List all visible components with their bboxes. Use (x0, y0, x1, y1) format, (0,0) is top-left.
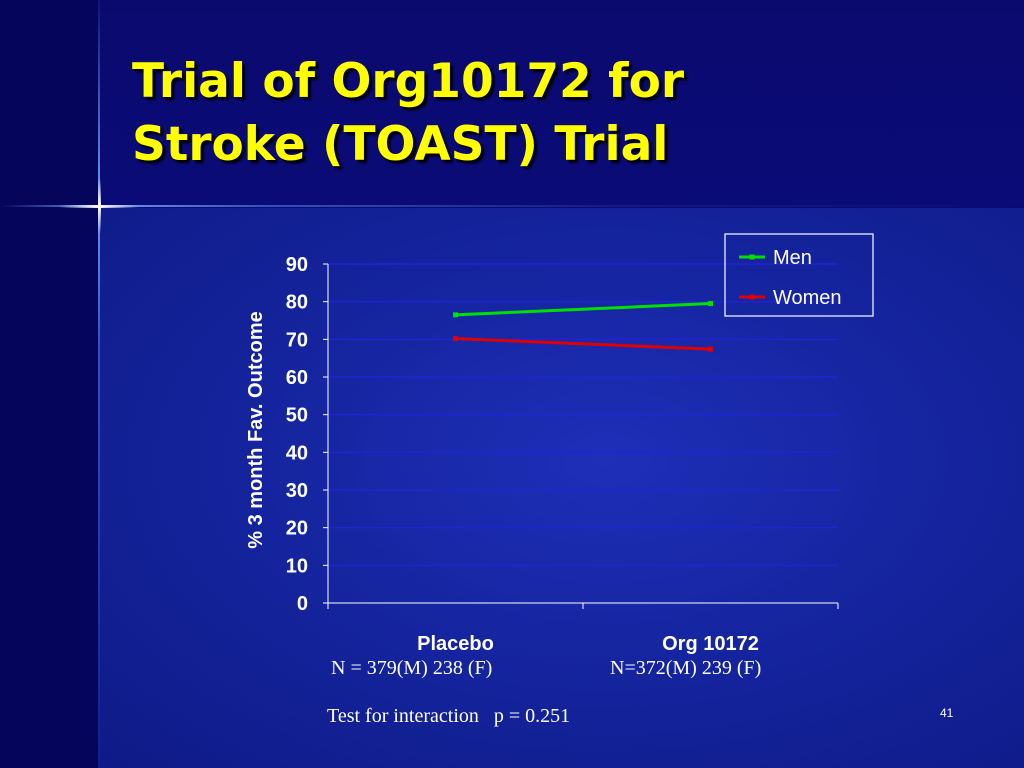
legend-label-women: Women (773, 287, 842, 309)
legend-label-men: Men (773, 247, 812, 269)
series-line-men (455, 302, 711, 317)
y-tick-label: 70 (286, 329, 308, 351)
data-point-women (708, 346, 713, 352)
title-line-1: Trial of Org10172 for (132, 54, 685, 109)
y-tick-label: 50 (286, 405, 308, 427)
axes (323, 263, 839, 609)
slide-title: Trial of Org10172 for Stroke (TOAST) Tri… (132, 50, 684, 176)
sample-size-org10172: N=372(M) 239 (F) (610, 657, 762, 679)
y-tick-label: 40 (286, 442, 308, 464)
y-tick-labels: 0 10 20 30 40 50 60 70 80 90 (286, 254, 308, 615)
series-lines (453, 301, 713, 352)
interaction-test-note: Test for interaction p = 0.251 (327, 705, 571, 727)
y-tick-label: 90 (286, 254, 308, 276)
legend-marker-men (749, 254, 755, 260)
y-axis-label: % 3 month Fav. Outcome (245, 311, 267, 548)
y-tick-label: 0 (297, 593, 308, 615)
title-line-2: Stroke (TOAST) Trial (132, 117, 669, 172)
y-tick-label: 80 (286, 292, 308, 314)
x-category-label: Placebo (417, 633, 494, 655)
sample-size-placebo: N = 379(M) 238 (F) (331, 657, 493, 679)
legend-marker-women (749, 294, 755, 300)
slide-number: 41 (940, 706, 954, 720)
legend-box (724, 233, 874, 317)
gridlines (328, 263, 838, 566)
y-tick-label: 30 (286, 480, 308, 502)
series-line-women (455, 337, 711, 351)
legend: Men Women (724, 233, 874, 317)
x-category-label: Org 10172 (662, 633, 759, 655)
data-point-men (708, 301, 713, 307)
x-category-labels: Placebo Org 10172 (417, 633, 759, 655)
left-band (0, 0, 98, 768)
header-band (98, 0, 1024, 205)
vertical-rule (98, 0, 100, 768)
y-tick-label: 10 (286, 555, 308, 577)
y-tick-label: 20 (286, 518, 308, 540)
horizontal-rule (0, 205, 1024, 207)
data-point-men (453, 312, 458, 318)
y-tick-label: 60 (286, 367, 308, 389)
data-point-women (453, 336, 458, 342)
